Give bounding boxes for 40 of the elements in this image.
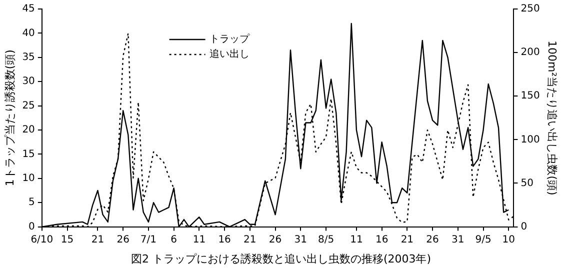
x-tick-label: 16 bbox=[375, 234, 388, 246]
y-tick-label: 45 bbox=[22, 4, 35, 15]
y2-tick-label: 0 bbox=[520, 221, 528, 232]
y-tick-label: 25 bbox=[22, 100, 35, 112]
y2-tick-label: 200 bbox=[520, 47, 540, 58]
x-tick-label: 31 bbox=[294, 234, 308, 246]
y-axis-title: 1トラップ当たり誘殺数(頭) bbox=[3, 50, 16, 186]
y2-tick-label: 50 bbox=[520, 178, 534, 189]
x-tick-label: 15 bbox=[60, 234, 74, 246]
x-tick-label: 10 bbox=[502, 234, 516, 246]
y2-tick-label: 250 bbox=[520, 4, 540, 15]
x-tick-label: 21 bbox=[91, 234, 104, 246]
x-tick-label: 26 bbox=[268, 234, 282, 246]
x-tick-label: 8/5 bbox=[318, 234, 334, 246]
y-tick-label: 15 bbox=[22, 148, 35, 160]
y-tick-label: 30 bbox=[22, 76, 35, 88]
x-tick-label: 11 bbox=[192, 234, 206, 246]
x-tick-label: 26 bbox=[426, 234, 439, 246]
text: 図2 トラップにおける誘殺数と追い出し虫数の推移(2003年) bbox=[130, 252, 432, 266]
legend-label: 追い出し bbox=[209, 48, 250, 60]
y2-tick-label: 150 bbox=[520, 90, 540, 102]
x-tick-label: 21 bbox=[244, 234, 256, 246]
x-tick-label: 9/5 bbox=[475, 234, 492, 246]
y-tick-label: 35 bbox=[22, 52, 35, 63]
y-tick-label: 20 bbox=[22, 124, 35, 136]
x-tick-label: 11 bbox=[350, 234, 363, 246]
x-tick-label: 6 bbox=[170, 234, 178, 246]
x-tick-label: 6/10 bbox=[30, 234, 54, 246]
x-tick-label: 16 bbox=[218, 234, 231, 246]
y-tick-label: 5 bbox=[28, 197, 35, 208]
y-tick-label: 40 bbox=[22, 28, 35, 39]
y2-tick-label: 100 bbox=[520, 134, 540, 146]
x-tick-label: 7/1 bbox=[140, 234, 157, 246]
x-tick-label: 26 bbox=[116, 234, 130, 246]
x-tick-label: 21 bbox=[400, 234, 414, 246]
y2-axis-title: 100m²当たり追い出し虫数(頭) bbox=[546, 40, 559, 196]
y-tick-label: 0 bbox=[28, 221, 35, 232]
legend-label: トラップ bbox=[209, 33, 250, 46]
y-tick-label: 10 bbox=[22, 172, 35, 184]
x-tick-label: 31 bbox=[452, 234, 464, 246]
